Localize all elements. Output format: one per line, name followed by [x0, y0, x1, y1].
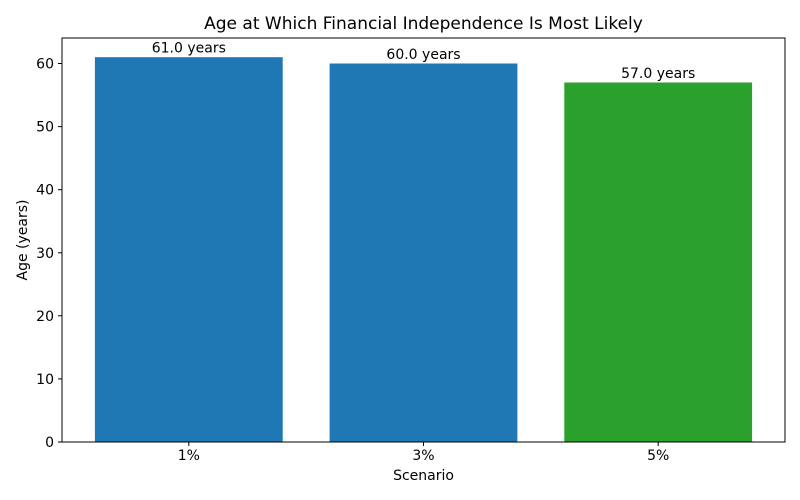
- y-tick-label: 40: [36, 183, 54, 199]
- y-tick-label: 60: [36, 57, 54, 73]
- y-tick-label: 30: [36, 246, 54, 262]
- y-axis-label: Age (years): [15, 200, 31, 281]
- plot-area-border: [61, 37, 786, 443]
- bar-value-label: 57.0 years: [621, 66, 695, 82]
- axis-ticks-layer: 1% 3% 5% 0 10 20 30 40 50 60: [36, 57, 669, 465]
- y-tick-label: 20: [36, 309, 54, 325]
- chart-title: Age at Which Financial Independence Is M…: [204, 14, 643, 34]
- x-tick-label: 3%: [412, 448, 434, 464]
- bar-1%: [94, 57, 283, 442]
- y-tick-label: 10: [36, 372, 54, 388]
- x-tick-label: 5%: [647, 448, 669, 464]
- bar-value-label: 60.0 years: [386, 47, 460, 63]
- x-axis-label: Scenario: [393, 468, 454, 484]
- y-tick-label: 0: [45, 435, 54, 451]
- x-tick-label: 1%: [178, 448, 200, 464]
- bar-5%: [564, 82, 753, 442]
- bar-value-label: 61.0 years: [152, 41, 226, 57]
- y-tick-label: 50: [36, 120, 54, 136]
- bars-layer: 61.0 years 60.0 years 57.0 years: [94, 41, 753, 442]
- bar-3%: [329, 63, 518, 442]
